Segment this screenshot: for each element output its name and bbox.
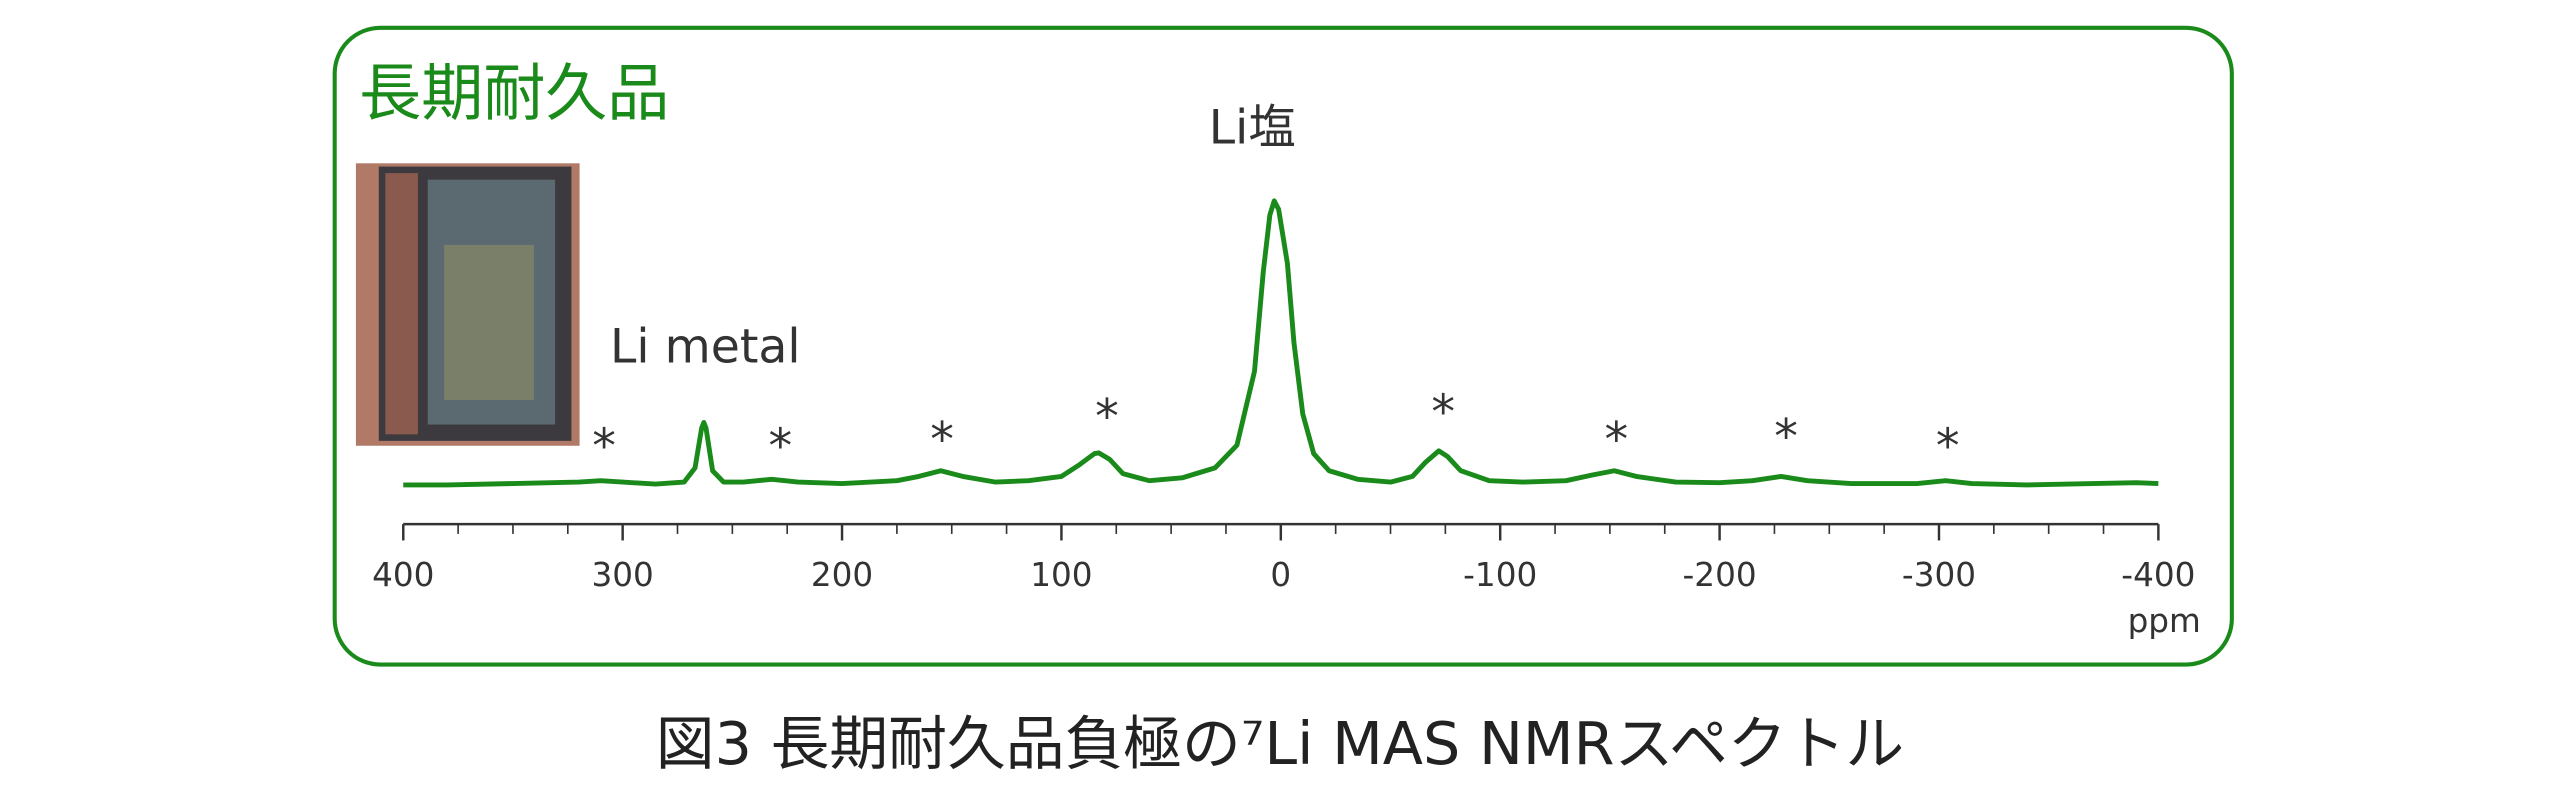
sample-photo bbox=[355, 163, 580, 446]
annotation: * bbox=[930, 413, 954, 468]
panel-frame bbox=[332, 25, 2234, 667]
x-tick-label: -300 bbox=[1902, 556, 1976, 594]
x-tick-label: -400 bbox=[2121, 556, 2195, 594]
caption: 図3 長期耐久品負極の⁷Li MAS NMRスペクトル bbox=[656, 709, 1904, 778]
annotation: Li metal bbox=[610, 320, 801, 375]
x-tick-label: -200 bbox=[1683, 556, 1757, 594]
annotation: * bbox=[1936, 419, 1960, 474]
annotation: Li塩 bbox=[1209, 101, 1296, 156]
annotation: * bbox=[769, 419, 793, 474]
x-tick-label: 300 bbox=[591, 556, 653, 594]
annotation: * bbox=[1431, 385, 1455, 440]
spectrum-line bbox=[403, 198, 2159, 488]
annotation: * bbox=[1774, 409, 1798, 464]
x-tick-label: 200 bbox=[811, 556, 873, 594]
chart-title: 長期耐久品 bbox=[359, 56, 669, 129]
annotation: * bbox=[1095, 390, 1119, 445]
x-tick-label: 400 bbox=[372, 556, 434, 594]
x-tick-label: 100 bbox=[1030, 556, 1092, 594]
annotation: * bbox=[1604, 413, 1628, 468]
x-tick-label: 0 bbox=[1270, 556, 1291, 594]
annotation: * bbox=[592, 419, 616, 474]
x-axis-label: ppm bbox=[2128, 602, 2201, 640]
x-tick-label: -100 bbox=[1463, 556, 1537, 594]
